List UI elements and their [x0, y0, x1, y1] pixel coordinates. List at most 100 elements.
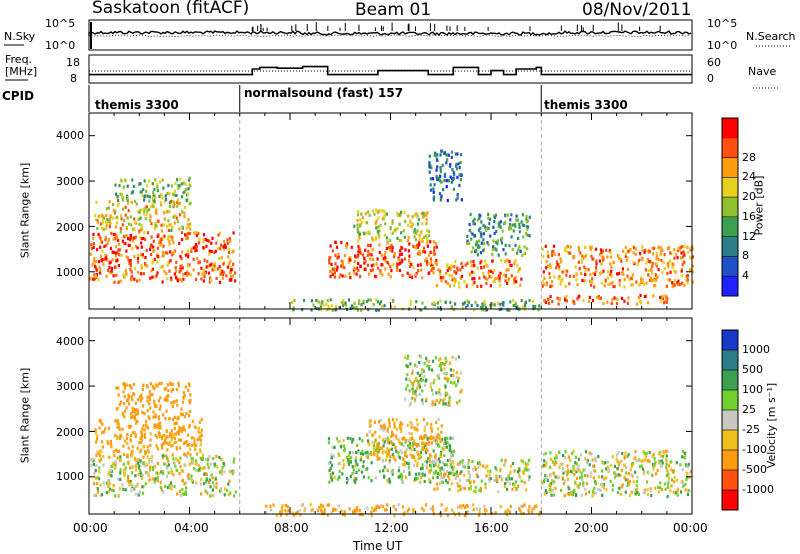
power-panel-cell	[689, 268, 692, 272]
power-panel-cell	[129, 215, 132, 219]
velocity-panel-cell	[358, 437, 361, 441]
velocity-panel-cell	[567, 486, 570, 490]
power-panel-cell	[380, 209, 383, 213]
velocity-panel-cell	[588, 490, 591, 494]
power-panel-cell	[398, 261, 402, 265]
power-panel-cell	[506, 213, 510, 217]
velocity-panel-cell	[475, 507, 478, 511]
velocity-panel-cell	[370, 513, 373, 518]
power-panel-cell	[396, 213, 399, 217]
velocity-panel-cell	[154, 477, 157, 481]
power-panel-cell	[217, 247, 220, 251]
velocity-panel-cell	[113, 462, 116, 466]
velocity-panel-cell	[182, 427, 185, 432]
power-panel-cell	[681, 281, 684, 285]
power-panel-cell	[449, 300, 452, 305]
power-panel-cell	[505, 268, 508, 272]
velocity-panel-cell	[483, 504, 486, 508]
velocity-panel-cell	[473, 480, 476, 484]
velocity-panel-cell	[489, 477, 492, 481]
velocity-panel-cell	[149, 382, 152, 386]
power-panel-cell	[645, 261, 648, 265]
power-panel-cell	[195, 234, 198, 238]
power-panel-cell	[189, 227, 192, 231]
velocity-panel-cell	[643, 458, 647, 462]
velocity-panel-cell	[449, 471, 452, 475]
velocity-panel-cell	[356, 443, 359, 447]
velocity-panel-cell	[183, 463, 186, 467]
velocity-panel-cell	[131, 415, 134, 419]
power-panel-cell	[685, 274, 688, 278]
velocity-panel-cell	[500, 458, 503, 462]
power-panel-cell	[166, 277, 169, 281]
velocity-panel-cell	[631, 461, 634, 466]
velocity-panel-cell	[345, 455, 348, 459]
power-panel-cell	[178, 184, 181, 188]
power-panel-cell	[164, 251, 167, 255]
velocity-y-tick-4000: 4000	[56, 335, 84, 348]
power-panel-cell	[207, 264, 210, 268]
power-panel-cell	[117, 242, 121, 246]
velocity-panel-cell	[397, 503, 400, 507]
velocity-panel-cell	[588, 463, 591, 467]
power-panel-cell	[448, 274, 451, 278]
power-panel-cell	[523, 245, 526, 249]
velocity-panel-cell	[209, 485, 212, 489]
velocity-panel-cell	[173, 441, 176, 445]
velocity-panel-cell	[175, 399, 178, 403]
velocity-panel-cell	[214, 477, 217, 481]
velocity-panel-cell	[180, 413, 183, 417]
colorbar-tick-label: -100	[742, 443, 767, 456]
power-panel-cell	[413, 235, 416, 239]
power-panel-cell	[496, 239, 499, 243]
velocity-panel-cell	[401, 437, 404, 441]
power-panel-cell	[142, 237, 145, 241]
power-panel-cell	[548, 275, 551, 279]
colorbar-tick-label: 25	[742, 403, 756, 416]
power-panel-cell	[133, 228, 136, 232]
power-panel-cell	[630, 277, 633, 281]
velocity-panel-cell	[165, 441, 168, 445]
power-panel-cell	[206, 259, 209, 264]
velocity-panel-cell	[123, 384, 126, 388]
power-panel-cell	[362, 253, 365, 257]
velocity-panel-cell	[507, 474, 510, 478]
power-panel-cell	[450, 180, 453, 184]
power-panel-cell	[518, 245, 521, 249]
power-panel-cell	[89, 252, 92, 256]
power-panel-cell	[197, 272, 200, 276]
power-panel-cell	[469, 212, 472, 217]
colorbar-swatch	[722, 216, 738, 238]
power-panel-cell	[679, 256, 682, 260]
power-panel-cell	[568, 282, 571, 286]
velocity-panel-cell	[620, 468, 623, 472]
velocity-panel-cell	[102, 463, 105, 467]
velocity-panel-cell	[379, 445, 382, 450]
noise-right-tick-top: 10^5	[707, 17, 738, 30]
velocity-panel-cell	[126, 433, 129, 437]
power-panel-cell	[418, 234, 421, 238]
velocity-panel-cell	[652, 467, 655, 471]
power-panel-cell	[391, 219, 394, 223]
velocity-panel-cell	[406, 356, 409, 361]
power-panel-cell	[397, 258, 400, 262]
velocity-panel-cell	[146, 385, 149, 389]
velocity-panel-cell	[134, 474, 137, 478]
power-panel-cell	[174, 213, 177, 218]
power-panel-cell	[164, 194, 167, 198]
power-panel-cell	[508, 308, 511, 312]
power-panel-cell	[441, 276, 444, 280]
power-panel-cell	[659, 299, 662, 303]
velocity-panel-cell	[451, 459, 454, 464]
power-panel-cell	[404, 219, 407, 224]
velocity-panel-cell	[142, 404, 145, 408]
velocity-panel-cell	[439, 440, 442, 444]
velocity-panel-cell	[107, 441, 110, 446]
power-panel-cell	[378, 302, 381, 306]
power-panel-cell	[106, 218, 109, 222]
power-panel-cell	[488, 222, 491, 226]
power-panel-cell	[597, 294, 600, 299]
velocity-panel-cell	[165, 396, 168, 400]
power-panel-cell	[534, 305, 537, 309]
power-panel-cell	[415, 231, 418, 235]
